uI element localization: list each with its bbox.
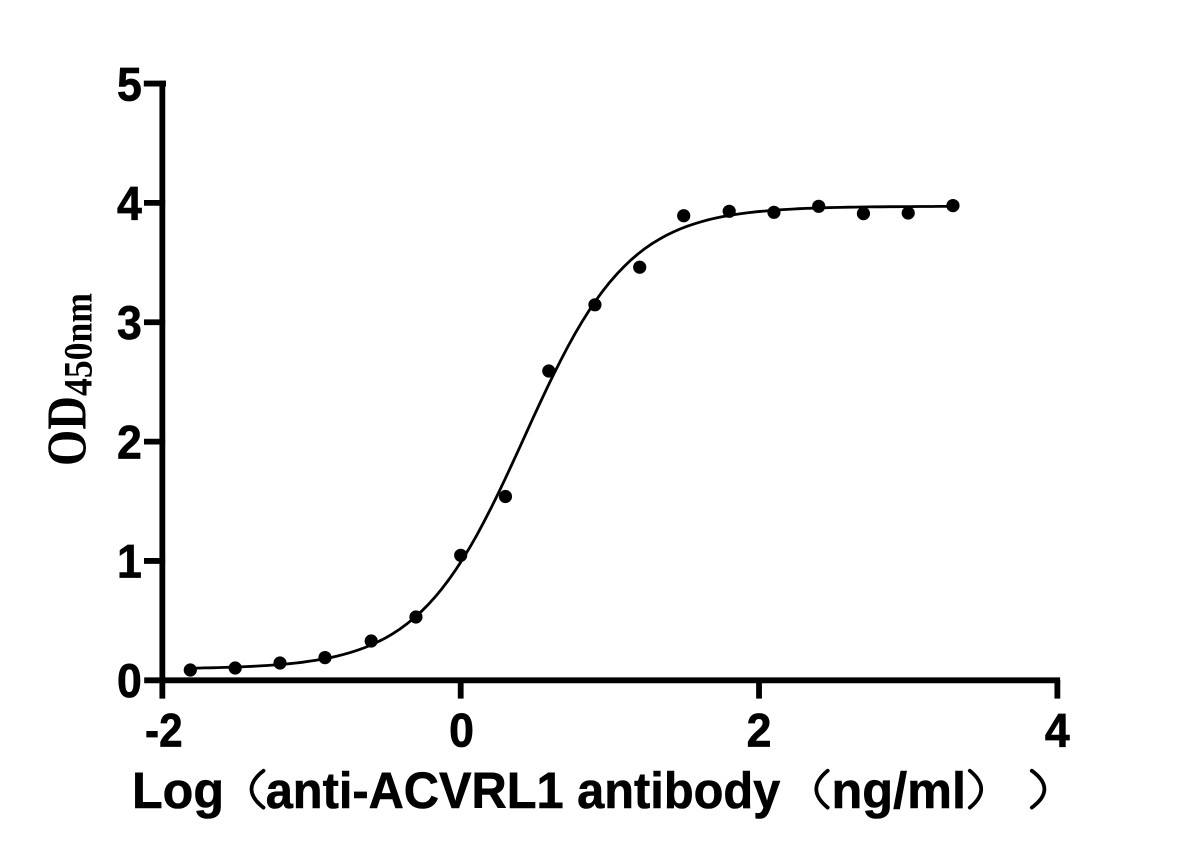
svg-text:5: 5 [117,57,142,111]
svg-text:3: 3 [117,296,142,350]
svg-text:2: 2 [117,415,142,469]
svg-text:4: 4 [117,176,142,230]
svg-text:-2: -2 [145,703,183,757]
svg-text:2: 2 [747,703,772,757]
svg-text:OD: OD [38,396,99,466]
svg-text:anti-ACVRL1 antibody: anti-ACVRL1 antibody [266,762,781,819]
svg-text:0: 0 [117,654,142,708]
svg-text:Log: Log [132,762,224,819]
svg-text:4: 4 [1045,703,1070,757]
svg-text:ng/ml: ng/ml [832,762,967,819]
svg-text:0: 0 [449,703,474,757]
svg-text:450nm: 450nm [56,293,101,396]
svg-text:1: 1 [117,534,142,588]
